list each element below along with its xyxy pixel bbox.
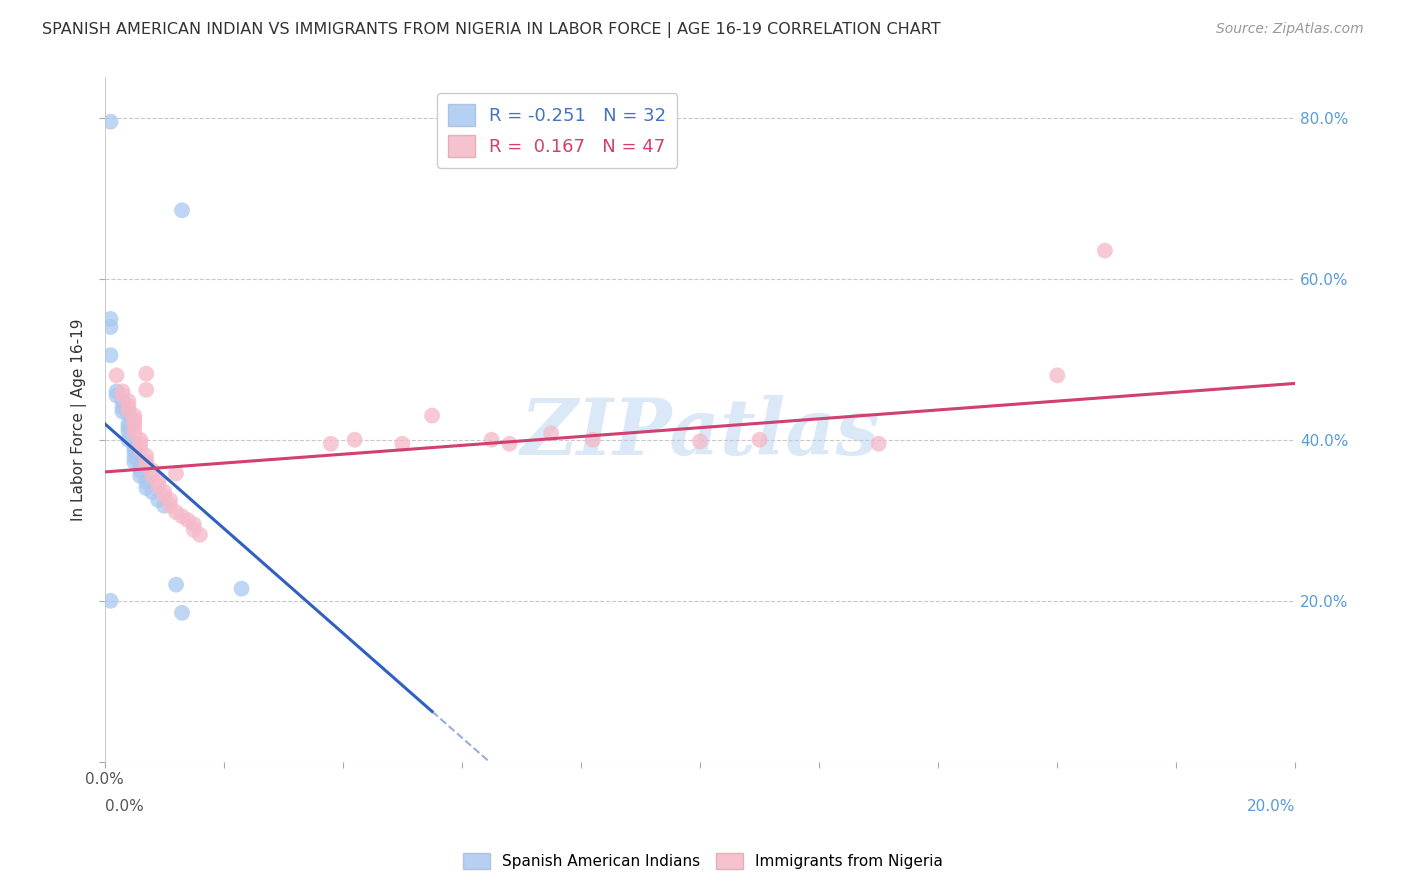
Point xyxy=(148,475,170,489)
Point xyxy=(159,493,181,508)
Text: 20.0%: 20.0% xyxy=(1247,799,1295,814)
Point xyxy=(100,348,122,362)
Point xyxy=(868,436,890,450)
Point xyxy=(165,577,187,591)
Point xyxy=(111,388,134,402)
Point xyxy=(117,407,139,421)
Point xyxy=(124,445,146,459)
Point xyxy=(105,368,128,383)
Point xyxy=(124,455,146,469)
Point xyxy=(689,434,711,449)
Point xyxy=(188,527,211,541)
Point xyxy=(391,436,413,450)
Point xyxy=(748,433,770,447)
Point xyxy=(129,469,152,483)
Point xyxy=(129,458,152,473)
Point xyxy=(141,485,163,500)
Point xyxy=(170,509,193,524)
Point xyxy=(100,312,122,326)
Point xyxy=(124,450,146,465)
Point xyxy=(231,582,253,596)
Point xyxy=(1094,244,1116,258)
Point xyxy=(124,436,146,450)
Point xyxy=(165,505,187,519)
Point xyxy=(170,203,193,218)
Point xyxy=(165,467,187,481)
Legend: R = -0.251   N = 32, R =  0.167   N = 47: R = -0.251 N = 32, R = 0.167 N = 47 xyxy=(437,94,678,168)
Point xyxy=(135,458,157,473)
Point xyxy=(105,384,128,399)
Point xyxy=(135,383,157,397)
Text: Source: ZipAtlas.com: Source: ZipAtlas.com xyxy=(1216,22,1364,37)
Point xyxy=(117,403,139,417)
Point xyxy=(540,426,562,441)
Point xyxy=(153,489,176,503)
Point xyxy=(420,409,443,423)
Point xyxy=(111,394,134,409)
Text: SPANISH AMERICAN INDIAN VS IMMIGRANTS FROM NIGERIA IN LABOR FORCE | AGE 16-19 CO: SPANISH AMERICAN INDIAN VS IMMIGRANTS FR… xyxy=(42,22,941,38)
Point xyxy=(481,433,503,447)
Point xyxy=(183,523,205,537)
Point xyxy=(159,499,181,513)
Point xyxy=(124,420,146,434)
Point xyxy=(117,425,139,439)
Point xyxy=(319,436,342,450)
Point xyxy=(141,463,163,477)
Point xyxy=(135,454,157,468)
Point xyxy=(124,441,146,455)
Point xyxy=(129,463,152,477)
Point xyxy=(135,367,157,381)
Point xyxy=(135,475,157,489)
Point xyxy=(183,517,205,532)
Point xyxy=(100,593,122,607)
Point xyxy=(582,433,605,447)
Text: 0.0%: 0.0% xyxy=(104,799,143,814)
Point xyxy=(117,417,139,431)
Point xyxy=(129,442,152,457)
Point xyxy=(117,420,139,434)
Point xyxy=(117,394,139,409)
Text: ZIPatlas: ZIPatlas xyxy=(520,395,880,472)
Point xyxy=(111,384,134,399)
Point xyxy=(105,388,128,402)
Point xyxy=(177,513,200,527)
Point xyxy=(148,479,170,493)
Point xyxy=(153,499,176,513)
Point xyxy=(124,426,146,441)
Point xyxy=(343,433,366,447)
Point xyxy=(111,404,134,418)
Point xyxy=(135,449,157,463)
Point xyxy=(153,484,176,499)
Point xyxy=(117,399,139,413)
Point xyxy=(135,481,157,495)
Point xyxy=(498,436,520,450)
Point xyxy=(170,606,193,620)
Point xyxy=(129,436,152,450)
Point xyxy=(111,401,134,415)
Point xyxy=(100,320,122,334)
Point xyxy=(124,412,146,426)
Point xyxy=(124,409,146,423)
Point xyxy=(117,433,139,447)
Point xyxy=(1046,368,1069,383)
Point xyxy=(141,469,163,483)
Point xyxy=(100,114,122,128)
Point xyxy=(129,433,152,447)
Y-axis label: In Labor Force | Age 16-19: In Labor Force | Age 16-19 xyxy=(72,318,87,521)
Point xyxy=(124,417,146,431)
Point xyxy=(148,493,170,508)
Legend: Spanish American Indians, Immigrants from Nigeria: Spanish American Indians, Immigrants fro… xyxy=(457,847,949,875)
